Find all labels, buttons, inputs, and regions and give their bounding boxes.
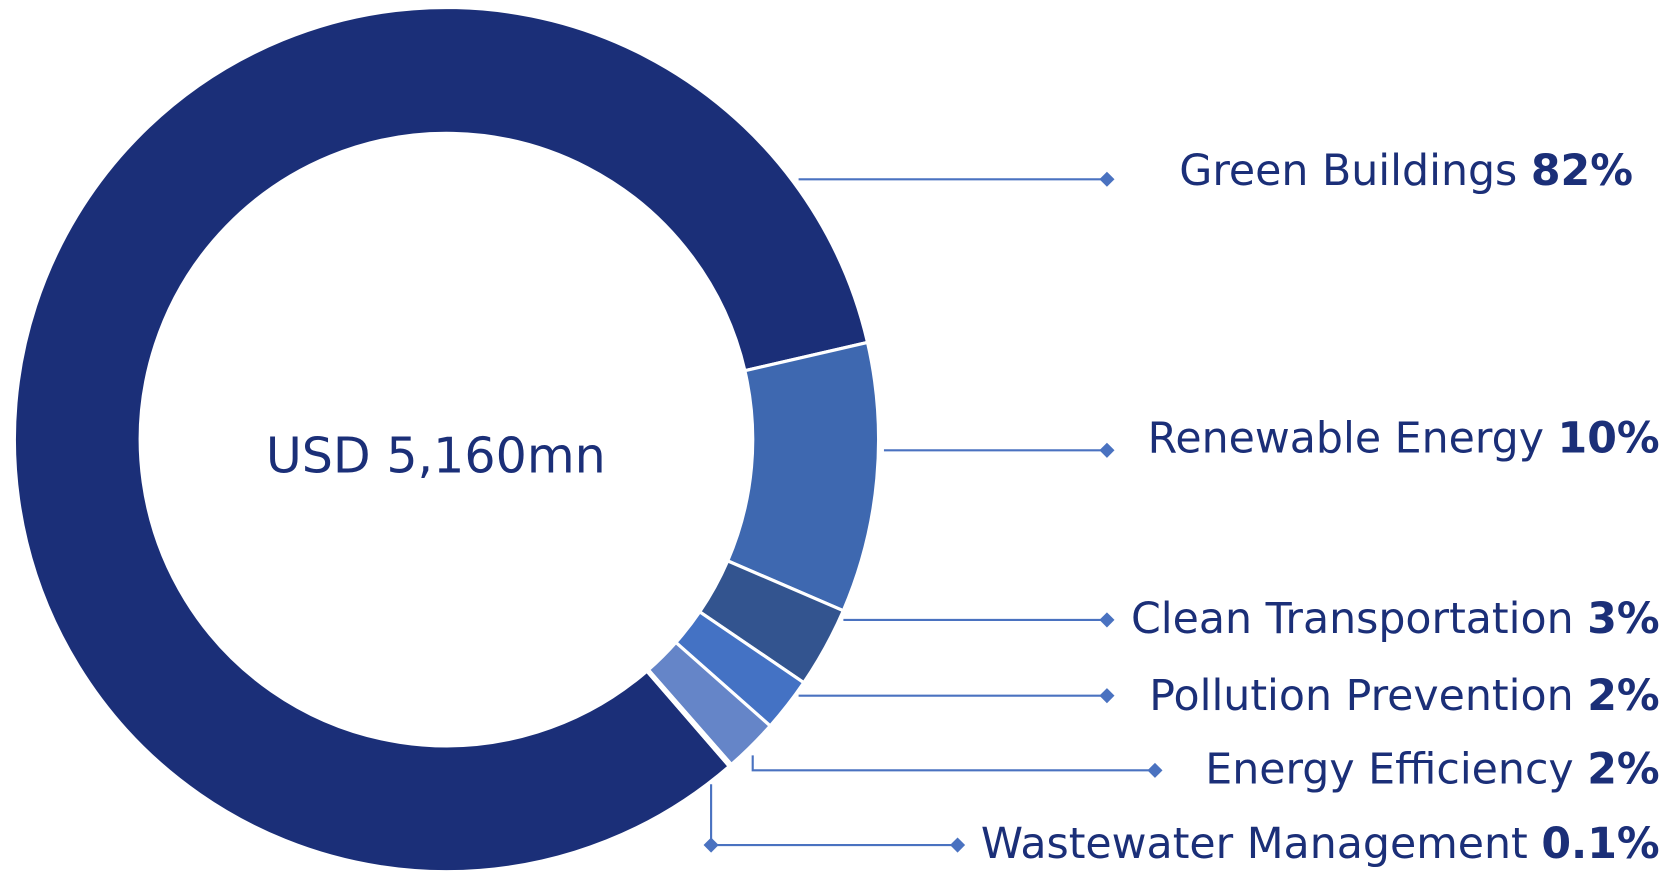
leader-line <box>710 784 958 847</box>
value-label: 10% <box>1558 413 1660 463</box>
category-name: Renewable Energy <box>1148 413 1544 463</box>
category-name: Pollution Prevention <box>1149 670 1573 720</box>
value-label: 82% <box>1531 145 1633 195</box>
legend-label: Pollution Prevention 2% <box>1149 670 1659 720</box>
center-label: USD 5,160mn <box>266 426 606 484</box>
category-name: Energy Efficiency <box>1205 744 1573 794</box>
value-label: 2% <box>1587 670 1659 720</box>
legend-label: Wastewater Management 0.1% <box>981 819 1660 869</box>
leader-dot <box>950 837 966 853</box>
value-label: 3% <box>1587 593 1659 643</box>
legend-label: Energy Efficiency 2% <box>1205 744 1659 794</box>
category-name: Green Buildings <box>1179 145 1517 195</box>
legend-label: Green Buildings 82% <box>1179 145 1633 195</box>
leader-dot <box>1099 442 1115 458</box>
slice <box>12 5 870 874</box>
leader-dot <box>1099 612 1115 628</box>
leader-dot <box>703 837 719 853</box>
leader-dot <box>1099 688 1115 704</box>
value-label: 2% <box>1587 744 1659 794</box>
slice <box>644 667 734 769</box>
category-name: Clean Transportation <box>1131 593 1574 643</box>
leader-dot <box>1147 762 1163 778</box>
donut <box>12 5 881 874</box>
labels: Green Buildings 82% Renewable Energy 10% C… <box>981 145 1660 868</box>
legend-label: Clean Transportation 3% <box>1131 593 1660 643</box>
leader-dot <box>1099 171 1115 187</box>
leaders <box>703 171 1163 853</box>
category-name: Wastewater Management <box>981 819 1528 869</box>
leader-line <box>751 755 1155 772</box>
legend-label: Renewable Energy 10% <box>1148 413 1660 463</box>
value-label: 0.1% <box>1541 819 1659 869</box>
